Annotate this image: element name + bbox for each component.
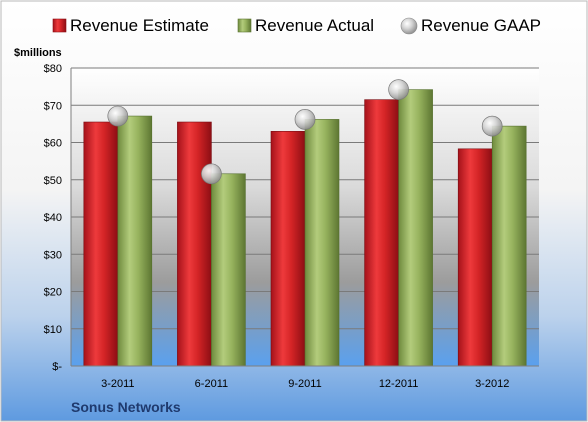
- legend-label-gaap: Revenue GAAP: [421, 16, 541, 35]
- bar-revenue-estimate: [457, 148, 493, 367]
- bar-revenue-actual: [211, 173, 246, 367]
- y-tick-label: $50: [44, 175, 62, 187]
- bar-revenue-estimate: [364, 99, 399, 367]
- y-tick-label: $60: [44, 138, 62, 150]
- bar-revenue-estimate: [270, 131, 306, 367]
- bar-revenue-actual: [117, 115, 153, 367]
- marker-revenue-gaap: [201, 163, 222, 185]
- y-tick-label: $30: [44, 249, 62, 261]
- legend-swatch-actual: [237, 18, 252, 33]
- marker-revenue-gaap: [388, 79, 409, 100]
- legend-label-estimate: Revenue Estimate: [70, 16, 209, 35]
- bar-revenue-actual: [491, 125, 527, 367]
- y-tick-label: $40: [44, 212, 62, 224]
- y-tick-label: $-: [52, 361, 62, 373]
- bar-revenue-actual: [398, 89, 433, 367]
- y-tick-labels: $- $10 $20 $30 $40 $50 $60 $70 $80: [44, 63, 63, 373]
- y-tick-label: $20: [44, 287, 62, 299]
- y-axis-label: $millions: [14, 47, 62, 59]
- bar-revenue-estimate: [177, 121, 212, 367]
- x-tick-label: 6-2011: [195, 378, 228, 390]
- x-tick-label: 9-2011: [288, 378, 321, 390]
- legend-marker-gaap: [400, 17, 418, 35]
- legend-label-actual: Revenue Actual: [255, 16, 374, 35]
- marker-revenue-gaap: [294, 109, 316, 130]
- marker-revenue-gaap: [107, 105, 129, 127]
- x-tick-label: 12-2011: [379, 378, 419, 390]
- y-tick-label: $70: [44, 100, 62, 112]
- x-tick-label: 3-2011: [101, 378, 134, 390]
- marker-revenue-gaap: [481, 115, 503, 137]
- x-tick-label: 3-2012: [475, 378, 509, 390]
- gaap-markers: [107, 79, 503, 185]
- legend-swatch-estimate: [52, 18, 67, 33]
- bar-revenue-estimate: [83, 121, 119, 367]
- y-tick-label: $80: [44, 63, 62, 75]
- bar-revenue-actual: [304, 119, 340, 367]
- company-name: Sonus Networks: [71, 399, 181, 415]
- bars: [83, 89, 527, 367]
- x-tick-labels: 3-2011 6-2011 9-2011 12-2011 3-2012: [101, 378, 509, 390]
- y-tick-label: $10: [44, 324, 62, 336]
- legend: Revenue Estimate Revenue Actual Revenue …: [52, 16, 541, 35]
